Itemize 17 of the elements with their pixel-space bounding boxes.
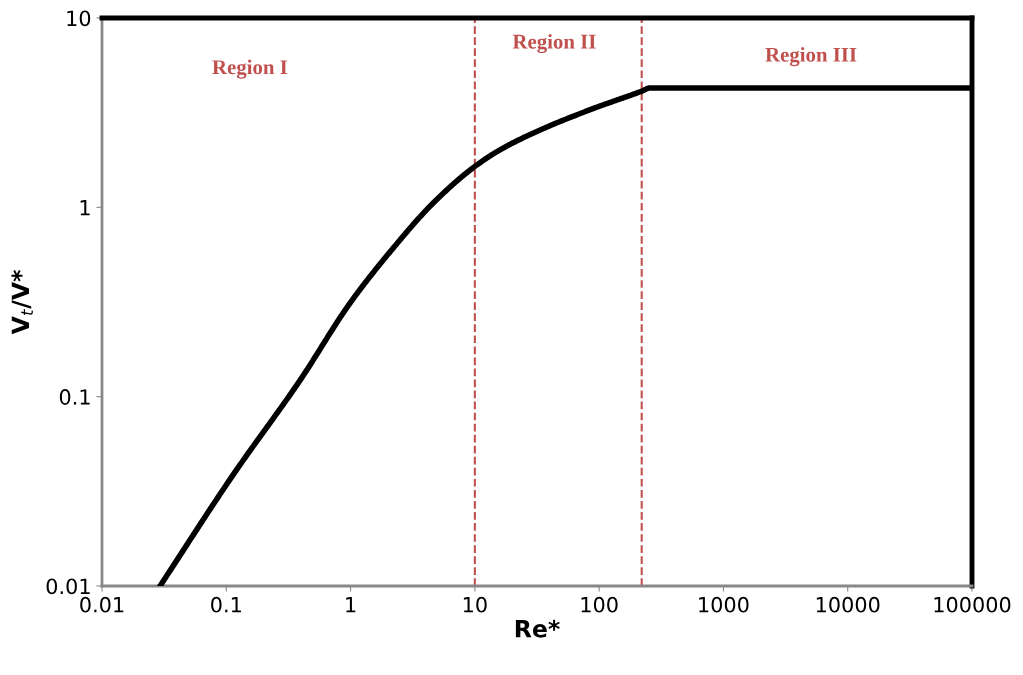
- annotation: Region II: [512, 34, 596, 54]
- y-tick-label: 10: [67, 10, 91, 27]
- annotation: Region I: [212, 59, 288, 79]
- y-axis-title: V$_{t}$/V*: [11, 270, 33, 335]
- x-tick-label: 10: [463, 596, 487, 613]
- x-tick-label: 100000: [934, 596, 1011, 613]
- x-axis-title: Re*: [515, 619, 560, 638]
- y-tick-label: 0.01: [46, 578, 90, 595]
- x-tick-label: 100: [581, 596, 618, 613]
- x-tick-label: 10000: [816, 596, 880, 613]
- y-tick-label: 1: [80, 200, 90, 216]
- x-tick-label: 0.1: [211, 596, 241, 613]
- x-tick-label: 0.01: [80, 596, 124, 613]
- y-tick-label: 0.1: [59, 389, 90, 405]
- annotation: Region III: [765, 47, 857, 67]
- x-tick-label: 1: [346, 597, 356, 613]
- x-tick-label: 1000: [699, 596, 749, 613]
